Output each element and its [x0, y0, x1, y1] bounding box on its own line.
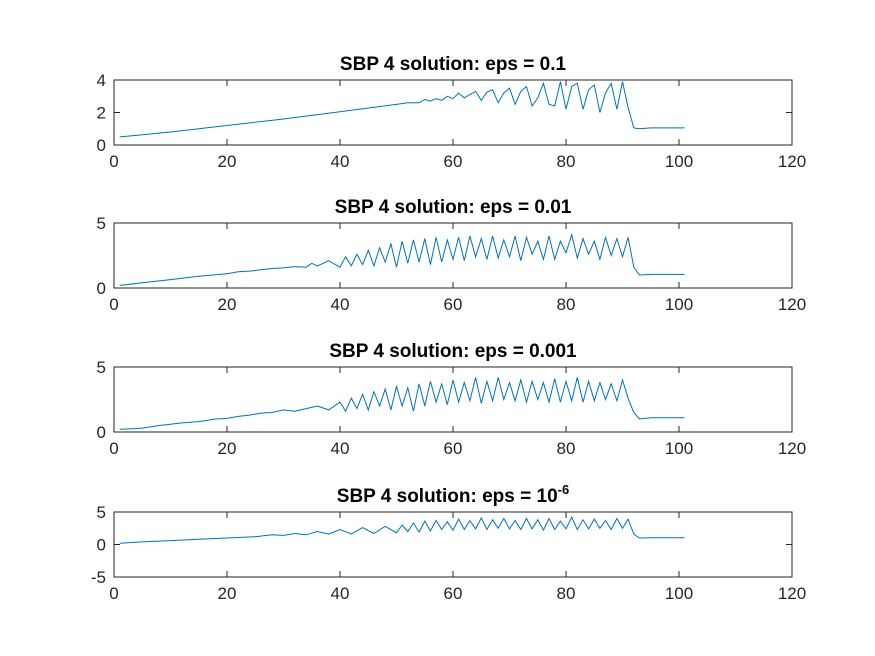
x-tick-label: 20: [218, 584, 237, 603]
chart-title: SBP 4 solution: eps = 10-6: [337, 482, 569, 507]
y-tick-label: 5: [97, 503, 106, 522]
axes-box: [113, 79, 793, 146]
x-tick-label: 20: [218, 152, 237, 171]
chart-title: SBP 4 solution: eps = 0.001: [329, 341, 577, 362]
y-tick-label: 4: [97, 71, 106, 90]
x-tick-label: 0: [109, 584, 118, 603]
x-tick-label: 100: [665, 295, 693, 314]
x-tick-label: 40: [331, 584, 350, 603]
x-tick-label: 60: [444, 584, 463, 603]
y-tick-label: 0: [97, 136, 106, 155]
y-tick-label: 5: [97, 214, 106, 233]
series-line: [119, 377, 685, 430]
x-tick-label: 0: [109, 152, 118, 171]
x-tick-label: 80: [557, 439, 576, 458]
chart-title: SBP 4 solution: eps = 0.1: [340, 54, 567, 75]
x-tick-label: 120: [778, 295, 806, 314]
x-tick-label: 120: [778, 439, 806, 458]
series-line: [119, 232, 685, 286]
series-line: [119, 81, 685, 138]
y-tick-label: 0: [97, 279, 106, 298]
x-tick-label: 40: [331, 152, 350, 171]
x-tick-label: 80: [557, 584, 576, 603]
x-tick-label: 120: [778, 584, 806, 603]
x-tick-label: 40: [331, 295, 350, 314]
x-tick-label: 60: [444, 152, 463, 171]
x-tick-label: 100: [665, 152, 693, 171]
x-tick-label: 20: [218, 295, 237, 314]
y-tick-label: -5: [91, 568, 106, 587]
x-tick-label: 0: [109, 295, 118, 314]
x-tick-label: 40: [331, 439, 350, 458]
x-tick-label: 80: [557, 152, 576, 171]
axes-box: [113, 366, 793, 433]
x-tick-label: 80: [557, 295, 576, 314]
subplot-1: 0 20 40 60 80 100 120 0 2 4 SBP 4 solution: eps = …: [97, 54, 807, 171]
x-tick-label: 0: [109, 439, 118, 458]
y-tick-label: 0: [97, 423, 106, 442]
x-tick-label: 60: [444, 439, 463, 458]
x-tick-label: 60: [444, 295, 463, 314]
x-tick-label: 100: [665, 584, 693, 603]
y-tick-label: 2: [97, 104, 106, 123]
y-tick-label: 0: [97, 536, 106, 555]
axes-box: [113, 222, 793, 289]
axes-box: [113, 511, 793, 578]
x-tick-label: 20: [218, 439, 237, 458]
x-tick-label: 100: [665, 439, 693, 458]
subplot-2: 0 20 40 60 80 100 120 0 5 SBP 4 solution: eps = 0…: [97, 197, 807, 314]
y-tick-label: 5: [97, 358, 106, 377]
x-tick-label: 120: [778, 152, 806, 171]
series-line: [119, 516, 685, 544]
chart-title: SBP 4 solution: eps = 0.01: [335, 197, 572, 218]
subplot-3: 0 20 40 60 80 100 120 0 5 SBP 4 solution: eps = 0…: [97, 341, 807, 458]
